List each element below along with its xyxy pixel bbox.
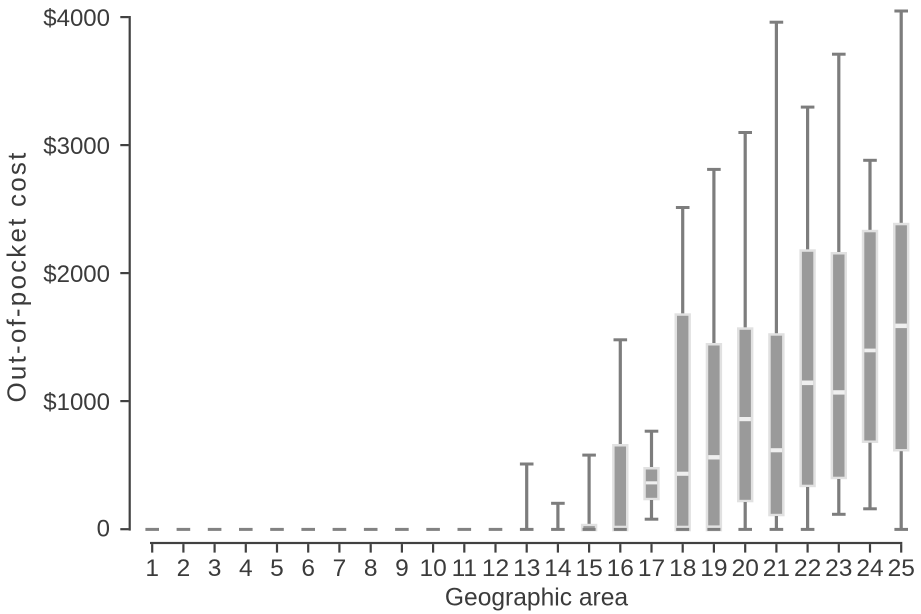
- svg-text:6: 6: [301, 555, 315, 582]
- svg-text:9: 9: [395, 555, 409, 582]
- svg-text:4: 4: [239, 555, 253, 582]
- svg-text:24: 24: [856, 555, 883, 582]
- svg-text:Geographic area: Geographic area: [445, 585, 629, 612]
- svg-text:22: 22: [794, 555, 821, 582]
- svg-text:$2000: $2000: [43, 261, 110, 288]
- svg-text:3: 3: [208, 555, 222, 582]
- svg-text:1: 1: [145, 555, 159, 582]
- svg-text:Out-of-pocket cost: Out-of-pocket cost: [2, 150, 32, 402]
- svg-text:14: 14: [544, 555, 571, 582]
- svg-text:$3000: $3000: [43, 133, 110, 160]
- svg-text:13: 13: [513, 555, 540, 582]
- svg-text:25: 25: [888, 555, 915, 582]
- svg-text:8: 8: [364, 555, 378, 582]
- svg-text:0: 0: [97, 515, 110, 542]
- svg-text:18: 18: [669, 555, 696, 582]
- svg-text:23: 23: [825, 555, 852, 582]
- svg-text:7: 7: [333, 555, 347, 582]
- svg-text:16: 16: [607, 555, 634, 582]
- svg-text:15: 15: [575, 555, 602, 582]
- svg-text:12: 12: [482, 555, 509, 582]
- svg-text:19: 19: [700, 555, 727, 582]
- svg-text:21: 21: [763, 555, 790, 582]
- svg-text:$4000: $4000: [43, 5, 110, 32]
- svg-text:5: 5: [270, 555, 284, 582]
- svg-text:10: 10: [419, 555, 446, 582]
- svg-text:$1000: $1000: [43, 389, 110, 416]
- svg-text:20: 20: [732, 555, 759, 582]
- svg-text:17: 17: [638, 555, 665, 582]
- svg-text:11: 11: [452, 555, 477, 582]
- svg-text:2: 2: [177, 555, 191, 582]
